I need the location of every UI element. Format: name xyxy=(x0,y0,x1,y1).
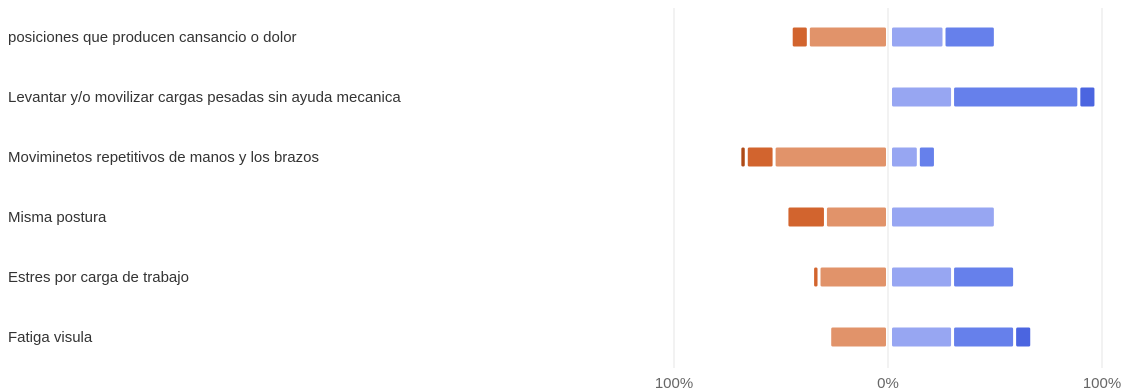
x-tick-label: 0% xyxy=(877,375,899,392)
bar-segment-positive xyxy=(892,267,952,287)
bar-segment-negative xyxy=(809,27,886,47)
bar-segment-positive xyxy=(954,327,1014,347)
bars xyxy=(741,27,1095,347)
gridlines xyxy=(673,8,1103,368)
category-label: Estres por carga de trabajo xyxy=(8,269,189,286)
bar-segment-negative xyxy=(814,267,818,287)
bar-segment-negative xyxy=(831,327,886,347)
bar-segment-negative xyxy=(788,207,824,227)
bar-segment-negative xyxy=(792,27,807,47)
bar-segment-positive xyxy=(954,87,1078,107)
bar-segment-positive xyxy=(892,147,917,167)
bar-segment-positive xyxy=(892,207,994,227)
category-labels: posiciones que producen cansancio o dolo… xyxy=(8,29,401,346)
category-label: Misma postura xyxy=(8,209,107,226)
bar-segment-negative xyxy=(741,147,745,167)
category-label: Fatiga visula xyxy=(8,329,93,346)
x-tick-labels: 100% 0% 100% xyxy=(655,375,1121,392)
bar-segment-negative xyxy=(775,147,886,167)
bar-segment-positive xyxy=(919,147,934,167)
bar-segment-positive xyxy=(954,267,1014,287)
bar-segment-negative xyxy=(820,267,886,287)
bar-segment-positive xyxy=(945,27,994,47)
category-label: posiciones que producen cansancio o dolo… xyxy=(8,29,297,46)
bar-segment-positive xyxy=(1016,327,1031,347)
bar-segment-negative xyxy=(747,147,773,167)
category-label: Moviminetos repetitivos de manos y los b… xyxy=(8,149,319,166)
category-label: Levantar y/o movilizar cargas pesadas si… xyxy=(8,89,401,106)
x-tick-label: 100% xyxy=(1083,375,1121,392)
x-tick-label: 100% xyxy=(655,375,693,392)
bar-segment-positive xyxy=(892,87,952,107)
bar-segment-positive xyxy=(1080,87,1095,107)
bar-segment-negative xyxy=(826,207,886,227)
bar-segment-positive xyxy=(892,27,943,47)
bar-segment-positive xyxy=(892,327,952,347)
